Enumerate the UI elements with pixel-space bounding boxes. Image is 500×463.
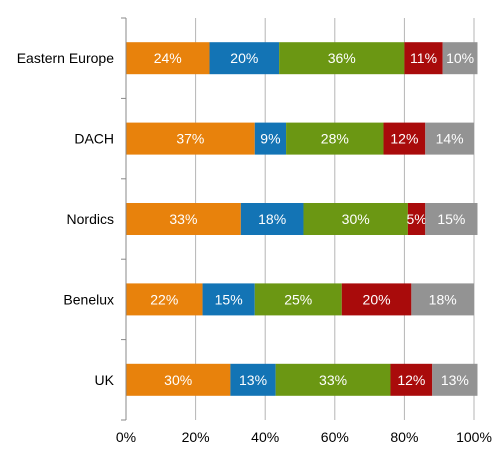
data-label: 20%	[230, 50, 258, 66]
category-label: Eastern Europe	[17, 50, 114, 66]
bar-segment	[126, 283, 203, 316]
category-label: UK	[95, 372, 115, 388]
bar-segment	[425, 122, 474, 155]
data-label: 18%	[258, 211, 286, 227]
x-tick-label: 60%	[321, 429, 349, 445]
axes	[121, 17, 127, 421]
bar-row: 37% 9% 28% 12% 14%	[126, 122, 474, 155]
bar-segment	[275, 363, 391, 396]
bar-row: 30% 13% 33% 12% 13%	[126, 363, 478, 396]
bar-segment	[254, 283, 342, 316]
data-label: 25%	[284, 291, 312, 307]
bar-segment	[126, 363, 231, 396]
data-label: 36%	[328, 50, 356, 66]
bar-segment	[442, 42, 478, 75]
data-label: 22%	[150, 291, 178, 307]
bar-row: 33% 18% 30% 5% 15%	[126, 203, 478, 235]
data-label: 28%	[321, 131, 349, 147]
x-tick-label: 100%	[456, 429, 492, 445]
bar-segment	[411, 283, 474, 316]
bar-segment	[407, 203, 426, 235]
bar-segment	[390, 363, 433, 396]
bar-segment	[126, 203, 241, 235]
bar-row: 22% 15% 25% 20% 18%	[126, 283, 474, 316]
category-label: Nordics	[67, 211, 114, 227]
data-label: 30%	[164, 372, 192, 388]
bar-segment	[126, 122, 255, 155]
bar-segment	[286, 122, 384, 155]
bar-segment	[126, 42, 210, 75]
data-label: 15%	[437, 211, 465, 227]
data-label: 12%	[390, 131, 418, 147]
bar-segment	[303, 203, 408, 235]
bar-segment	[209, 42, 280, 75]
x-tick-label: 0%	[116, 429, 136, 445]
data-label: 20%	[363, 291, 391, 307]
data-label: 24%	[154, 50, 182, 66]
data-label: 33%	[319, 372, 347, 388]
bar-segment	[404, 42, 443, 75]
x-tick-label: 40%	[251, 429, 279, 445]
data-label: 30%	[342, 211, 370, 227]
bar-segment	[425, 203, 478, 235]
bar-segment	[432, 363, 478, 396]
data-label: 9%	[260, 131, 280, 147]
category-label: DACH	[74, 131, 114, 147]
data-label: 11%	[410, 50, 437, 66]
data-label: 10%	[446, 50, 474, 66]
x-tick-label: 20%	[182, 429, 210, 445]
bar-segment	[240, 203, 304, 235]
data-label: 13%	[239, 372, 267, 388]
bar-segment	[202, 283, 255, 316]
data-label: 15%	[215, 291, 243, 307]
x-tick-label: 80%	[390, 429, 418, 445]
data-label: 18%	[429, 291, 457, 307]
x-tick-labels: 0% 20% 40% 60% 80% 100%	[116, 429, 492, 445]
category-label: Benelux	[63, 291, 114, 307]
data-label: 12%	[397, 372, 425, 388]
data-label: 13%	[441, 372, 469, 388]
data-label: 5%	[406, 211, 426, 227]
bar-segment	[383, 122, 426, 155]
bar-segment	[279, 42, 405, 75]
bars: 24% 20% 36% 11% 10% 37% 9% 28% 12% 14% 33% 18% 30% 5%…	[126, 42, 478, 396]
data-label: 14%	[436, 131, 464, 147]
bar-segment	[341, 283, 412, 316]
category-labels: Eastern Europe DACH Nordics Benelux UK	[17, 50, 115, 388]
data-label: 33%	[169, 211, 197, 227]
bar-segment	[254, 122, 287, 155]
data-label: 37%	[176, 131, 204, 147]
bar-segment	[230, 363, 276, 396]
bar-row: 24% 20% 36% 11% 10%	[126, 42, 478, 75]
